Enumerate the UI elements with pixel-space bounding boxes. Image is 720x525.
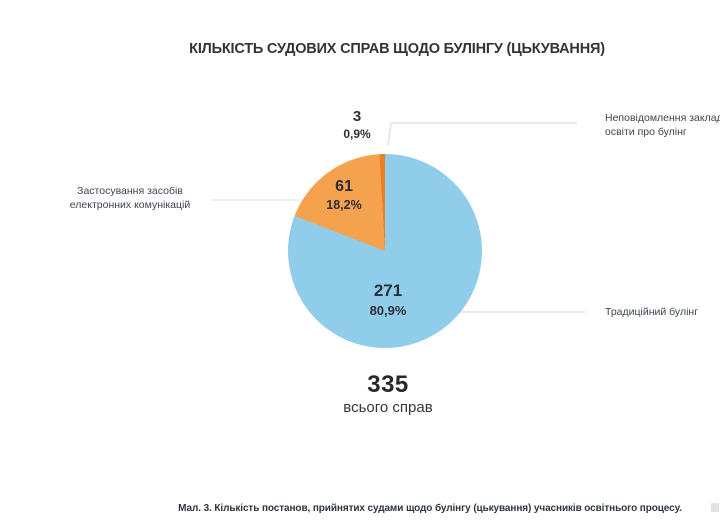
category-label-traditional-bullying: Традиційний булінг <box>605 306 699 318</box>
callout-sliver: 3 0,9% <box>343 109 370 140</box>
pie-chart <box>288 154 482 348</box>
category-label-line: освіти про булінг <box>605 126 687 138</box>
callout-blue-slice: 271 80,9% <box>370 282 407 317</box>
category-label-non-notification: Неповідомлення закладом освіти про булін… <box>605 111 720 139</box>
callout-orange-slice: 61 18,2% <box>326 179 361 212</box>
chart-title: КІЛЬКІСТЬ СУДОВИХ СПРАВ ЩОДО БУЛІНГУ (ЦЬ… <box>189 41 605 57</box>
sliver-value: 3 <box>352 108 362 125</box>
orange-slice-value: 61 <box>335 178 353 195</box>
category-label-electronic-communications: Застосування засобів електронних комунік… <box>70 184 190 212</box>
category-label-line: Неповідомлення закладом <box>605 112 720 124</box>
leader-line-sliver <box>387 122 577 147</box>
orange-slice-percent: 18,2% <box>326 198 362 212</box>
category-label-line: електронних комунікацій <box>69 199 191 211</box>
page-corner-mark <box>711 503 719 512</box>
blue-slice-percent: 80,9% <box>369 303 407 318</box>
figure-caption: Мал. 3. Кількість постанов, прийнятих су… <box>178 503 682 514</box>
total-cases-label: всього справ <box>343 399 433 416</box>
blue-slice-value: 271 <box>373 281 403 300</box>
sliver-percent: 0,9% <box>343 127 371 141</box>
category-label-line: Застосування засобів <box>77 185 183 197</box>
total-cases-value: 335 <box>367 371 409 398</box>
